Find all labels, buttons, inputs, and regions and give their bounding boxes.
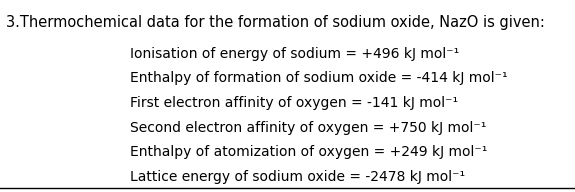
Text: Lattice energy of sodium oxide = -2478 kJ mol⁻¹: Lattice energy of sodium oxide = -2478 k… — [129, 170, 465, 184]
Text: 3.Thermochemical data for the formation of sodium oxide, NazO is given:: 3.Thermochemical data for the formation … — [6, 15, 545, 30]
Text: Second electron affinity of oxygen = +750 kJ mol⁻¹: Second electron affinity of oxygen = +75… — [129, 121, 486, 135]
Text: Enthalpy of atomization of oxygen = +249 kJ mol⁻¹: Enthalpy of atomization of oxygen = +249… — [129, 145, 487, 159]
Text: Enthalpy of formation of sodium oxide = -414 kJ mol⁻¹: Enthalpy of formation of sodium oxide = … — [129, 71, 507, 85]
Text: First electron affinity of oxygen = -141 kJ mol⁻¹: First electron affinity of oxygen = -141… — [129, 96, 458, 110]
Text: Ionisation of energy of sodium = +496 kJ mol⁻¹: Ionisation of energy of sodium = +496 kJ… — [129, 47, 459, 61]
